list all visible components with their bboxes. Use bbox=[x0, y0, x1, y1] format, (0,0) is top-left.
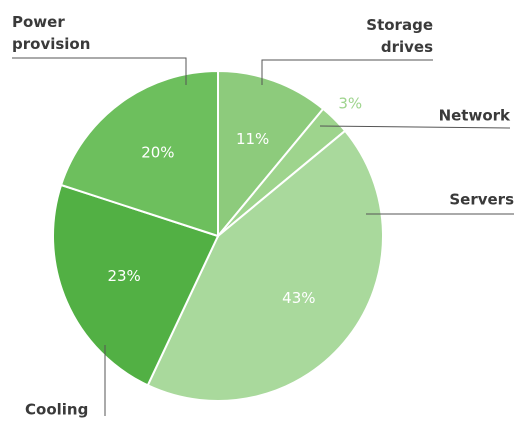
value-label: 20% bbox=[141, 144, 174, 162]
pie bbox=[52, 69, 384, 402]
category-label: Servers bbox=[449, 191, 514, 209]
category-label: Power provision bbox=[12, 13, 90, 53]
leader-line bbox=[12, 57, 187, 85]
slice bbox=[59, 69, 219, 238]
leader-lines bbox=[12, 57, 514, 416]
category-label: Storage drives bbox=[366, 16, 433, 56]
slice bbox=[217, 69, 325, 239]
value-label: 43% bbox=[282, 289, 315, 307]
slice bbox=[52, 183, 220, 387]
leader-line bbox=[261, 59, 433, 85]
category-label: Network bbox=[439, 107, 511, 125]
value-label: 11% bbox=[236, 130, 269, 148]
value-label: 3% bbox=[338, 94, 362, 112]
value-label: 23% bbox=[107, 267, 140, 285]
slice bbox=[146, 129, 384, 402]
category-label: Cooling bbox=[25, 401, 88, 419]
leader-line bbox=[319, 125, 511, 129]
